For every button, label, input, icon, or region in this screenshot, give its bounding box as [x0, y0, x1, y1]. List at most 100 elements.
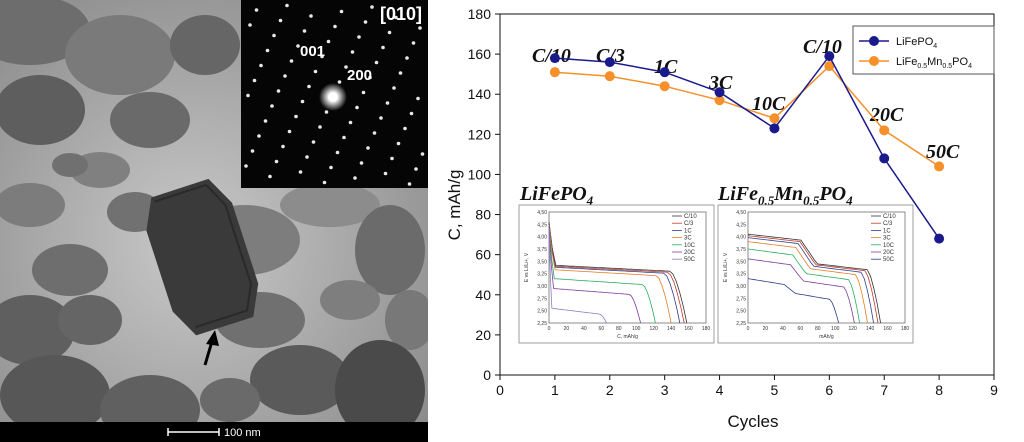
- data-point: [879, 125, 890, 136]
- diffraction-spot: [307, 84, 311, 89]
- scale-bar-label: 100 nm: [224, 427, 261, 439]
- inset-y-axis-title: E vs Li/Li+, V: [723, 252, 729, 282]
- data-point: [659, 81, 670, 92]
- x-tick-label: 4: [716, 382, 724, 398]
- data-point: [879, 153, 890, 164]
- y-tick-label: 0: [483, 367, 491, 383]
- diffraction-spot: [289, 59, 294, 63]
- x-tick-label: 1: [551, 382, 559, 398]
- diffraction-spot: [355, 105, 359, 110]
- inset-x-tick-label: 40: [780, 326, 786, 332]
- diffraction-spot: [274, 159, 279, 164]
- diffraction-spot: [285, 3, 289, 8]
- diffraction-spot: [350, 50, 355, 54]
- particles: [0, 0, 428, 442]
- inset-legend-label: C/3: [883, 221, 893, 227]
- inset-curve: [548, 222, 685, 324]
- inset-y-tick-label: 3,25: [537, 272, 547, 278]
- inset-lifepo4: 0 20 40 60 80 100 120 140 160 180 2,25 2,50 2,75 3,00…: [518, 204, 715, 344]
- rate-label-3c: 3C: [708, 72, 733, 94]
- x-tick-label: 2: [606, 382, 614, 398]
- inset-legend-label: C/3: [684, 221, 694, 227]
- diffraction-spot: [318, 125, 322, 129]
- inset-y-tick-label: 4,25: [736, 222, 746, 228]
- data-point: [824, 51, 835, 62]
- diffraction-spot: [326, 39, 331, 44]
- plot-frame: [499, 13, 995, 376]
- x-axis-title: Cycles: [727, 412, 778, 431]
- diffraction-spots: [244, 3, 425, 186]
- inset-legend-label: C/10: [883, 214, 896, 220]
- inset-x-tick-label: 60: [798, 326, 804, 332]
- inset-curve: [747, 241, 868, 324]
- diffraction-spot: [337, 80, 342, 84]
- inset-x-axis-title: mAh/g: [819, 334, 834, 340]
- inset-plot-area: [747, 211, 906, 324]
- y-tick-label: 180: [468, 6, 492, 22]
- rate-label-10c: 10C: [752, 93, 786, 115]
- diffraction-spot: [411, 41, 416, 45]
- inset-x-tick-label: 120: [649, 326, 658, 332]
- diffraction-spot: [313, 69, 318, 74]
- diffraction-spot: [248, 23, 252, 27]
- inset-y-tick-label: 4,50: [736, 210, 746, 216]
- diffraction-spot: [383, 171, 388, 176]
- diffraction-spot: [250, 149, 255, 153]
- inset-x-tick-label: 160: [883, 326, 892, 332]
- inset-legend-label: 20C: [883, 250, 895, 256]
- inset-curve: [548, 223, 681, 324]
- diffraction-spot: [263, 119, 268, 123]
- data-point: [659, 67, 670, 78]
- diffraction-spot: [416, 96, 420, 101]
- inset-legend-label: 10C: [684, 243, 696, 249]
- x-tick-label: 3: [661, 382, 669, 398]
- inset-x-tick-label: 60: [599, 326, 605, 332]
- data-point: [604, 57, 615, 68]
- scale-bar: 100 nm: [0, 422, 428, 442]
- inset-y-tick-label: 3,75: [537, 247, 547, 253]
- inset-legend-label: 50C: [684, 257, 696, 263]
- diffraction-spot: [366, 146, 370, 150]
- series-line: [554, 54, 940, 240]
- diffraction-spot: [265, 48, 270, 53]
- rate-label-c10-repeat: C/10: [803, 36, 842, 58]
- diffraction-spot: [403, 126, 407, 131]
- diffraction-spot: [385, 101, 390, 105]
- inset-legend-label: 50C: [883, 257, 895, 263]
- y-tick-label: 100: [468, 166, 492, 182]
- x-tick-label: 7: [880, 382, 888, 398]
- diffraction-spot: [268, 174, 272, 179]
- inset-curve: [747, 235, 879, 324]
- diffraction-spot: [278, 18, 283, 23]
- inset-y-tick-label: 2,25: [537, 321, 547, 327]
- diffraction-spot: [296, 44, 300, 48]
- diffraction-spot: [361, 90, 366, 95]
- inset-frame: [518, 204, 715, 344]
- data-point: [934, 233, 945, 244]
- diffraction-spot: [322, 180, 327, 185]
- diffraction-spot: [300, 99, 305, 104]
- data-point: [769, 123, 780, 134]
- rate-label-20c: 20C: [869, 104, 904, 126]
- data-point: [604, 71, 615, 82]
- diffraction-spot: [387, 30, 392, 35]
- diffraction-spot: [287, 129, 292, 134]
- diffraction-spot: [276, 89, 281, 93]
- inset-y-tick-label: 3,00: [736, 284, 746, 290]
- data-point: [769, 113, 780, 124]
- diffraction-spot: [405, 56, 409, 60]
- inset-x-tick-label: 20: [763, 326, 769, 332]
- y-tick-label: 120: [468, 126, 492, 142]
- series-line: [554, 65, 940, 168]
- inset-legend-label: C/10: [684, 214, 697, 220]
- x-tick-label: 8: [935, 382, 943, 398]
- series-layer: [549, 51, 945, 244]
- inset-y-tick-label: 4,00: [736, 235, 746, 241]
- inset-y-tick-label: 3,00: [537, 284, 547, 290]
- inset-curve: [747, 278, 840, 324]
- diffraction-spot: [414, 167, 418, 171]
- inset-frame: [717, 204, 914, 344]
- diffraction-spot: [283, 74, 287, 78]
- elongated-crystal: [146, 178, 259, 336]
- legend-marker-lifemnpo4: [869, 56, 879, 66]
